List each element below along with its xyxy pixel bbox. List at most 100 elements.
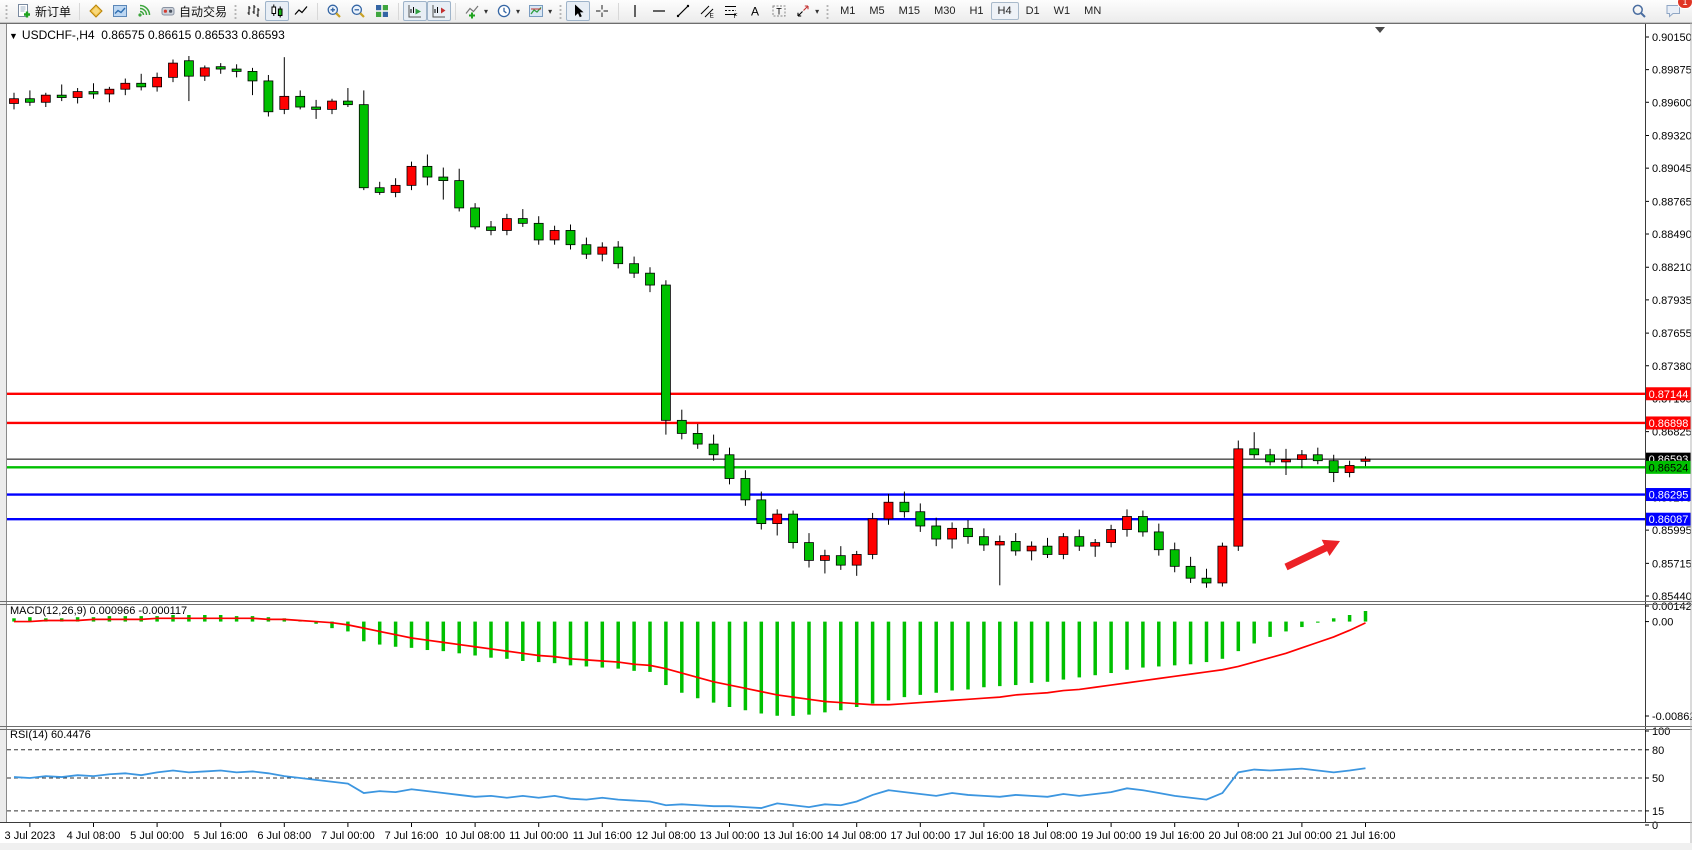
timeframe-mn[interactable]: MN (1077, 2, 1108, 20)
cursor-tool-button[interactable] (566, 1, 591, 21)
candle-body (1249, 448, 1260, 456)
candle-body (724, 454, 735, 479)
time-axis-label: 20 Jul 08:00 (1208, 830, 1268, 842)
timeframe-d1[interactable]: D1 (1019, 2, 1047, 20)
candle-body (756, 499, 767, 525)
signals-button[interactable] (132, 1, 156, 21)
bar-chart-mode-button[interactable] (241, 1, 265, 21)
candle-body (422, 165, 433, 178)
notification-badge[interactable]: 1 (1677, 0, 1692, 9)
rsi-indicator-label: RSI(14) 60.4476 (10, 729, 91, 741)
crosshair-icon (596, 5, 609, 17)
candle-body (899, 501, 910, 513)
candle-body (390, 184, 401, 193)
fibonacci-tool-button[interactable]: F (719, 1, 743, 21)
horizontal-line-tool-button[interactable] (647, 1, 671, 21)
candle-body (120, 82, 131, 90)
candle-body (72, 91, 83, 98)
candle-body (88, 91, 99, 95)
level-price-badge: 0.86087 (1649, 514, 1689, 526)
timeframe-h1[interactable]: H1 (962, 2, 990, 20)
candle-body (199, 67, 210, 77)
candle-body (342, 100, 353, 106)
trend-arrow-annotation[interactable] (1284, 539, 1341, 571)
crosshair-tool-button[interactable] (590, 1, 614, 21)
candle-body (1281, 459, 1291, 463)
candle-body (56, 94, 67, 98)
vertical-line-tool-button[interactable] (623, 1, 647, 21)
arrows-tool-icon (797, 5, 809, 17)
text-tool-icon: A (751, 5, 759, 19)
timeframe-h4[interactable]: H4 (990, 2, 1019, 20)
chart-window-button[interactable] (108, 1, 132, 21)
zoom-out-button[interactable] (346, 1, 370, 21)
clock-icon (497, 4, 511, 18)
macd-signal-line (14, 617, 1366, 706)
indicators-button[interactable]: ▾ (460, 1, 492, 21)
zoom-in-button[interactable] (322, 1, 346, 21)
toolbar-separator (455, 2, 457, 20)
candle-body (24, 98, 35, 103)
candle-body (501, 218, 512, 231)
chart-shift-marker[interactable] (1375, 27, 1385, 33)
candle-body (1058, 536, 1069, 555)
candle-body (979, 536, 989, 546)
chart-background[interactable] (0, 23, 1692, 850)
timeframe-m15[interactable]: M15 (892, 2, 927, 20)
tile-windows-button[interactable] (370, 1, 394, 21)
candle-body (963, 527, 973, 538)
periods-button[interactable]: ▾ (492, 1, 524, 21)
dropdown-caret-icon: ▾ (815, 6, 820, 16)
candle-body (295, 95, 306, 108)
trendline-tool-button[interactable] (671, 1, 695, 21)
zoom-out-icon (351, 4, 365, 18)
templates-button[interactable]: ▾ (524, 1, 556, 21)
time-axis-label: 13 Jul 00:00 (700, 830, 760, 842)
candle-body (788, 513, 798, 543)
line-chart-mode-button[interactable] (289, 1, 313, 21)
bar-chart-icon (247, 5, 260, 17)
vertical-line-icon (634, 5, 636, 17)
candle-body (1297, 454, 1307, 460)
new-order-button[interactable]: 新订单 (12, 1, 75, 21)
svg-text:E: E (710, 13, 715, 20)
gold-diamond-button[interactable] (84, 1, 108, 21)
candle-body (883, 501, 894, 520)
candle-body (1233, 448, 1244, 547)
price-axis-tick-label: 0.87935 (1652, 295, 1692, 307)
price-axis-tick-label: 0.87655 (1652, 328, 1692, 340)
timeframe-m30[interactable]: M30 (927, 2, 962, 20)
text-label-tool-button[interactable]: T (767, 1, 791, 21)
candle-body (1328, 460, 1339, 473)
auto-scroll-button[interactable] (403, 1, 428, 21)
time-axis-label: 14 Jul 08:00 (827, 830, 887, 842)
search-button[interactable] (1627, 1, 1651, 21)
time-axis-label: 5 Jul 00:00 (130, 830, 184, 842)
candle-body (804, 542, 814, 561)
chart-shift-button[interactable] (427, 1, 452, 21)
candle-body (438, 176, 449, 182)
main-toolbar: 新订单 自动交易 (0, 0, 1692, 23)
chart-collapse-icon[interactable]: ▼ (9, 31, 18, 41)
candle-body (152, 76, 163, 88)
timeframe-m5[interactable]: M5 (862, 2, 891, 20)
autotrade-button[interactable]: 自动交易 (156, 1, 231, 21)
candle-body (1153, 531, 1164, 551)
dropdown-caret-icon: ▾ (516, 6, 521, 16)
new-order-label: 新订单 (35, 4, 72, 19)
rsi-line (13, 767, 1366, 809)
candle-body (565, 230, 576, 246)
candle-body (947, 527, 957, 540)
timeframe-w1[interactable]: W1 (1047, 2, 1078, 20)
equidistant-channel-tool-button[interactable]: E (695, 1, 719, 21)
time-axis-label: 11 Jul 16:00 (573, 830, 632, 842)
timeframe-m1[interactable]: M1 (833, 2, 862, 20)
arrows-tool-button[interactable]: ▾ (791, 1, 823, 21)
candlestick-mode-button[interactable] (265, 1, 290, 21)
toolbar-separator (618, 2, 620, 20)
svg-text:A: A (751, 5, 759, 19)
dropdown-caret-icon: ▾ (548, 6, 553, 16)
text-tool-button[interactable]: A (743, 1, 767, 21)
fibonacci-icon: F (725, 6, 738, 19)
